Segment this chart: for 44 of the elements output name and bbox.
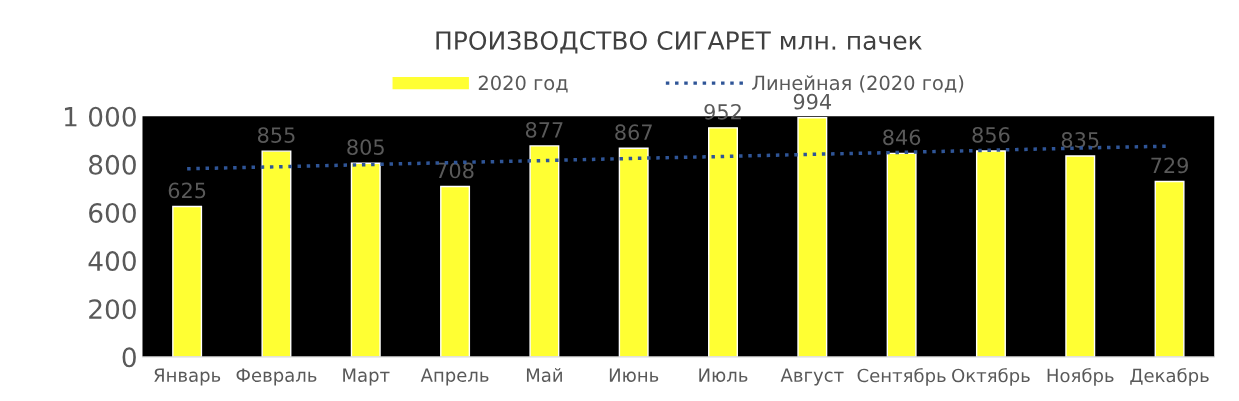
bar <box>708 127 738 357</box>
chart-title: ПРОИЗВОДСТВО СИГАРЕТ млн. пачек <box>436 31 922 54</box>
x-tick-label: Март <box>343 368 390 386</box>
bar <box>975 150 1006 357</box>
y-tick-label: 1 000 <box>64 106 136 127</box>
x-tick-label: Январь <box>154 368 221 386</box>
x-tick-label: Июль <box>699 368 748 382</box>
x-tick-label: Апрель <box>420 368 489 386</box>
data-label: 805 <box>347 139 384 155</box>
x-tick-label: Октябрь <box>952 368 1030 386</box>
y-tick-label: 800 <box>89 154 136 175</box>
data-label: 625 <box>168 182 206 199</box>
x-tick-label: Май <box>526 368 562 382</box>
data-label: 855 <box>257 127 295 143</box>
data-label: 877 <box>525 121 563 138</box>
bar <box>1154 180 1185 357</box>
bar <box>1065 155 1096 357</box>
data-label: 835 <box>1061 132 1099 148</box>
data-label: 846 <box>883 129 921 146</box>
bar <box>529 145 560 357</box>
data-label: 729 <box>1151 157 1188 174</box>
data-label: 994 <box>793 93 832 110</box>
data-label: 867 <box>615 124 652 141</box>
x-tick-label: Декабрь <box>1130 368 1209 386</box>
bar <box>440 185 471 357</box>
bar <box>261 150 292 357</box>
x-tick-label: Сентябрь <box>857 368 946 386</box>
y-tick-label: 400 <box>88 251 136 272</box>
bar <box>172 205 203 357</box>
y-tick-label: 200 <box>89 299 136 320</box>
bar <box>350 162 381 357</box>
bar <box>618 147 649 357</box>
legend-label: Линейная (2020 год) <box>752 75 964 93</box>
y-tick-label: 0 <box>122 347 136 368</box>
bar <box>797 117 828 357</box>
x-tick-label: Февраль <box>236 368 317 386</box>
data-label: 856 <box>972 126 1010 143</box>
y-tick-label: 600 <box>89 202 136 223</box>
bar <box>886 152 917 357</box>
x-tick-label: Июнь <box>609 368 659 382</box>
x-tick-label: Август <box>780 368 844 386</box>
legend-label: 2020 год <box>478 75 568 93</box>
data-label: 708 <box>436 162 474 179</box>
x-tick-label: Ноябрь <box>1047 368 1114 386</box>
